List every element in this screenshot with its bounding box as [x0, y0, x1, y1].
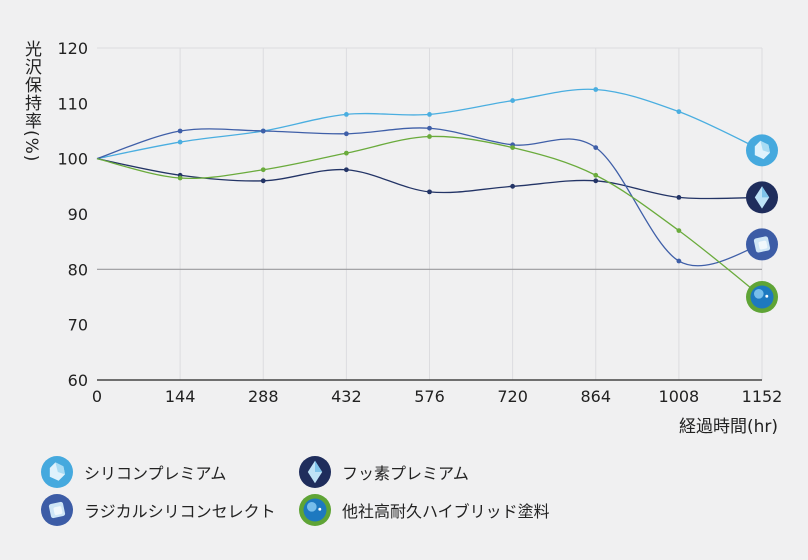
sphere-icon	[299, 494, 331, 526]
data-point	[676, 195, 682, 200]
data-point	[676, 228, 682, 234]
data-point	[427, 112, 432, 117]
legend-label: ラジカルシリコンセレクト	[84, 502, 276, 521]
axis: 60 70 80 90 100 110 120 0 144 288 432 576 720 864 1008…	[57, 39, 782, 406]
data-point	[593, 172, 599, 178]
x-axis-label: 経過時間(hr)	[678, 417, 778, 437]
y-axis-label: 光沢保持率(%)	[21, 40, 41, 163]
series-0	[96, 87, 763, 160]
end-icons	[746, 134, 778, 313]
x-tick-label: 288	[248, 387, 279, 406]
data-point	[343, 167, 349, 173]
ice-cube-icon	[746, 228, 778, 261]
series-3	[96, 134, 763, 298]
data-point	[260, 128, 266, 134]
legend-label: 他社高耐久ハイブリッド塗料	[342, 502, 550, 521]
light-crystal-icon	[41, 456, 73, 488]
data-point	[427, 189, 432, 195]
light-crystal-icon	[746, 134, 778, 167]
dark-diamond-icon	[746, 181, 778, 214]
legend-item-radical-silicon-select: ラジカルシリコンセレクト	[40, 493, 276, 527]
data-point	[177, 175, 183, 181]
x-tick-label: 864	[580, 387, 611, 406]
data-point	[593, 178, 599, 184]
series-line	[96, 127, 763, 267]
data-point	[510, 145, 516, 151]
data-point	[343, 131, 349, 137]
y-tick-label: 70	[68, 316, 88, 335]
data-point	[260, 178, 266, 184]
data-point	[260, 167, 266, 173]
y-tick-label: 90	[68, 205, 88, 224]
y-tick-label: 100	[57, 150, 88, 169]
dark-diamond-icon	[299, 456, 331, 488]
data-point	[510, 183, 516, 189]
data-point	[177, 128, 183, 134]
legend-item-silicon-premium: シリコンプレミアム	[40, 455, 226, 489]
legend-label: シリコンプレミアム	[84, 464, 227, 483]
x-tick-label: 0	[92, 387, 102, 406]
data-point	[676, 109, 682, 115]
x-tick-label: 144	[165, 387, 196, 406]
data-point	[343, 112, 349, 117]
data-point	[676, 258, 682, 264]
x-tick-label: 1152	[742, 387, 783, 406]
legend-item-fluorine-premium: フッ素プレミアム	[298, 455, 469, 489]
y-tick-label: 120	[57, 39, 88, 58]
ice-cube-icon	[41, 494, 73, 526]
x-tick-label: 576	[414, 387, 445, 406]
x-tick-label: 720	[497, 387, 528, 406]
data-point	[177, 139, 183, 145]
data-point	[427, 125, 432, 131]
data-point	[427, 134, 432, 139]
data-point	[343, 150, 349, 156]
x-tick-label: 432	[331, 387, 362, 406]
legend-label: フッ素プレミアム	[342, 464, 469, 483]
data-point	[593, 145, 599, 151]
data-point	[510, 98, 516, 103]
x-tick-label: 1008	[659, 387, 700, 406]
sphere-icon	[746, 281, 778, 313]
series-layer	[96, 87, 763, 298]
data-point	[593, 87, 599, 92]
y-tick-label: 80	[68, 260, 88, 279]
grid	[97, 47, 763, 380]
y-tick-label: 110	[57, 94, 88, 113]
series-2	[96, 125, 763, 267]
y-tick-label: 60	[68, 371, 88, 390]
legend-item-other-hybrid-paint: 他社高耐久ハイブリッド塗料	[298, 493, 550, 527]
